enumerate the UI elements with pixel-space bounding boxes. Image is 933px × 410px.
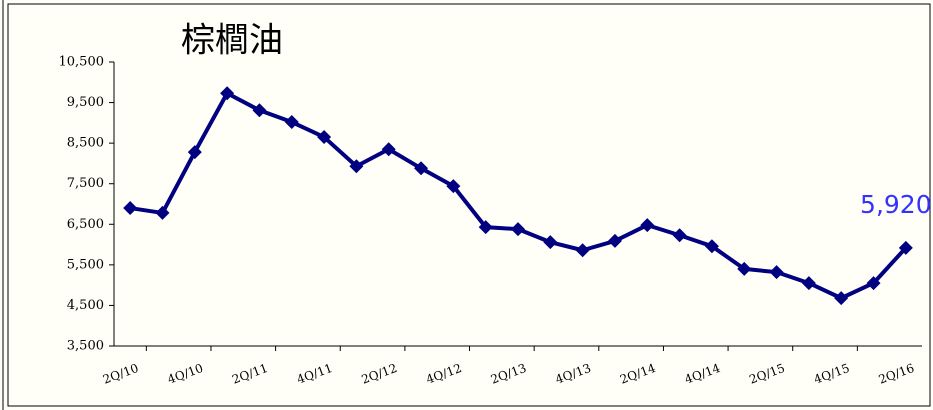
value-label: 5,920: [860, 190, 932, 219]
frame: [7, 3, 931, 407]
y-tick-label: 10,500: [59, 55, 105, 70]
y-tick-label: 9,500: [67, 95, 104, 110]
y-tick-label: 5,500: [67, 257, 104, 272]
y-tick-label: 6,500: [67, 217, 104, 232]
marker: [187, 145, 202, 160]
marker: [511, 222, 525, 237]
marker: [543, 235, 558, 250]
marker: [252, 103, 267, 118]
marker: [769, 265, 784, 280]
marker: [317, 130, 332, 145]
marker: [737, 261, 752, 276]
marker: [607, 233, 622, 248]
marker: [866, 276, 881, 291]
marker: [381, 142, 396, 157]
marker: [155, 205, 170, 220]
marker: [220, 86, 235, 101]
y-tick-label: 4,500: [67, 298, 104, 313]
marker: [446, 179, 461, 194]
marker: [834, 291, 849, 306]
marker: [672, 228, 687, 243]
marker: [478, 220, 493, 235]
chart-title: 棕櫚油: [181, 21, 283, 61]
marker: [801, 276, 816, 291]
marker: [898, 240, 913, 255]
marker: [575, 243, 590, 258]
marker: [284, 115, 299, 130]
marker: [123, 201, 138, 216]
y-tick-label: 7,500: [67, 176, 104, 191]
y-tick-label: 8,500: [67, 136, 104, 151]
y-tick-label: 3,500: [67, 339, 104, 354]
marker: [349, 159, 364, 174]
marker: [414, 161, 429, 176]
marker: [704, 239, 719, 254]
marker: [640, 218, 655, 233]
